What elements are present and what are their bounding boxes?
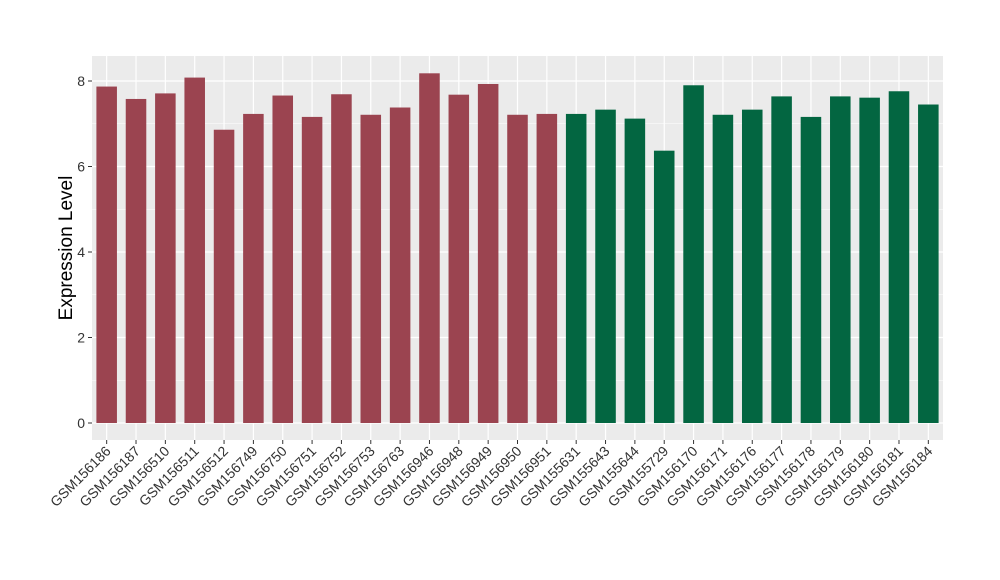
bar-gsm156177 (771, 96, 792, 423)
y-tick-label: 2 (77, 330, 85, 346)
bar-gsm156186 (96, 86, 117, 424)
bar-gsm155631 (565, 113, 587, 423)
bar-gsm156179 (830, 96, 851, 423)
bar-gsm156752 (331, 94, 352, 423)
bar-gsm156949 (477, 83, 499, 424)
bar-gsm156750 (272, 95, 294, 423)
bar-gsm156751 (301, 116, 323, 423)
bar-gsm156187 (125, 98, 147, 423)
bar-gsm155644 (624, 118, 646, 424)
bar-gsm156512 (213, 129, 235, 424)
bar-gsm156176 (741, 109, 763, 423)
bar-gsm156951 (536, 113, 558, 423)
bar-gsm155729 (653, 150, 675, 423)
bar-gsm156948 (448, 94, 470, 424)
y-axis-title: Expression Level (56, 176, 77, 321)
bar-gsm156511 (184, 77, 205, 423)
bar-gsm156181 (888, 91, 910, 423)
y-tick-label: 8 (77, 73, 85, 89)
bar-gsm156950 (507, 114, 528, 424)
bar-gsm155643 (595, 109, 616, 423)
y-axis: 0 2 4 6 8 (77, 73, 92, 431)
bar-gsm156180 (859, 97, 880, 424)
y-tick-label: 4 (77, 244, 85, 260)
bar-gsm156510 (155, 93, 176, 424)
bar-gsm156946 (419, 73, 440, 424)
bar-gsm156178 (800, 116, 822, 423)
bars (96, 73, 939, 424)
x-axis: GSM156186GSM156187GSM156510GSM156511GSM1… (47, 440, 936, 510)
bar-gsm156753 (360, 114, 382, 424)
bar-gsm156763 (389, 107, 411, 423)
bar-gsm156749 (243, 113, 264, 423)
bar-gsm156184 (918, 104, 939, 423)
bar-gsm156170 (683, 85, 704, 424)
bar-gsm156171 (712, 114, 734, 424)
y-tick-label: 6 (77, 159, 85, 175)
y-tick-label: 0 (77, 415, 85, 431)
